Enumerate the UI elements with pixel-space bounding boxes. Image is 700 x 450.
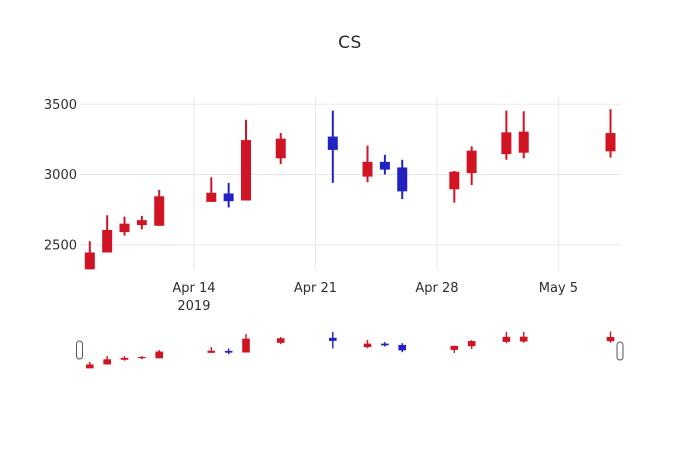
candle-body [397, 167, 408, 192]
rangeslider-candle-body [207, 350, 216, 353]
candle-body [84, 252, 95, 270]
rangeslider-candle-body [224, 350, 233, 353]
candle-body [379, 161, 390, 170]
x-tick-label: Apr 21 [294, 281, 337, 296]
candle-body [362, 161, 373, 177]
y-tick-label: 2500 [44, 238, 77, 253]
candle-body [327, 136, 338, 150]
rangeslider-candle-body [138, 357, 146, 359]
rangeslider-handle-right[interactable] [616, 341, 624, 361]
candle-body [501, 132, 512, 155]
candle-body [518, 131, 529, 153]
rangeslider-track[interactable] [77, 329, 623, 371]
rangeslider-candle-body [398, 344, 407, 351]
candle-body [136, 220, 147, 226]
y-tick-label: 3500 [44, 98, 77, 113]
rangeslider-candle-body [103, 359, 111, 365]
candle-body [241, 140, 252, 201]
rangeslider-candle-body [328, 337, 337, 341]
candle-body [119, 223, 130, 233]
rangeslider-candle-body [363, 343, 372, 348]
rangeslider-candle-body [86, 364, 94, 369]
x-tick-label: Apr 14 [172, 281, 215, 296]
candle-body [275, 138, 286, 159]
rangeslider-candle-body [450, 345, 459, 350]
rangeslider-candle-body [467, 341, 476, 347]
rangeslider-candle-body [242, 338, 250, 353]
rangeslider-candle-body [120, 357, 129, 360]
candle-body [223, 193, 234, 202]
candle-body [605, 133, 616, 152]
x-tick-sublabel: 2019 [177, 299, 210, 314]
chart-title: CS [338, 33, 362, 53]
x-tick-label: May 5 [539, 281, 578, 296]
rangeslider-candle-body [606, 336, 615, 342]
rangeslider-candle-body [502, 336, 511, 342]
rangeslider-candle-body [276, 338, 285, 343]
y-tick-label: 3000 [44, 168, 77, 183]
candle-body [154, 196, 165, 226]
candle-body [449, 171, 460, 190]
candle-body [206, 192, 217, 202]
rangeslider-candle-body [155, 351, 164, 359]
candle-body [466, 150, 477, 174]
x-tick-label: Apr 28 [415, 281, 458, 296]
candle-body [102, 229, 113, 253]
rangeslider-handle-left[interactable] [76, 340, 83, 360]
rangeslider-candle-body [519, 336, 528, 342]
rangeslider-candle-body [381, 343, 389, 346]
